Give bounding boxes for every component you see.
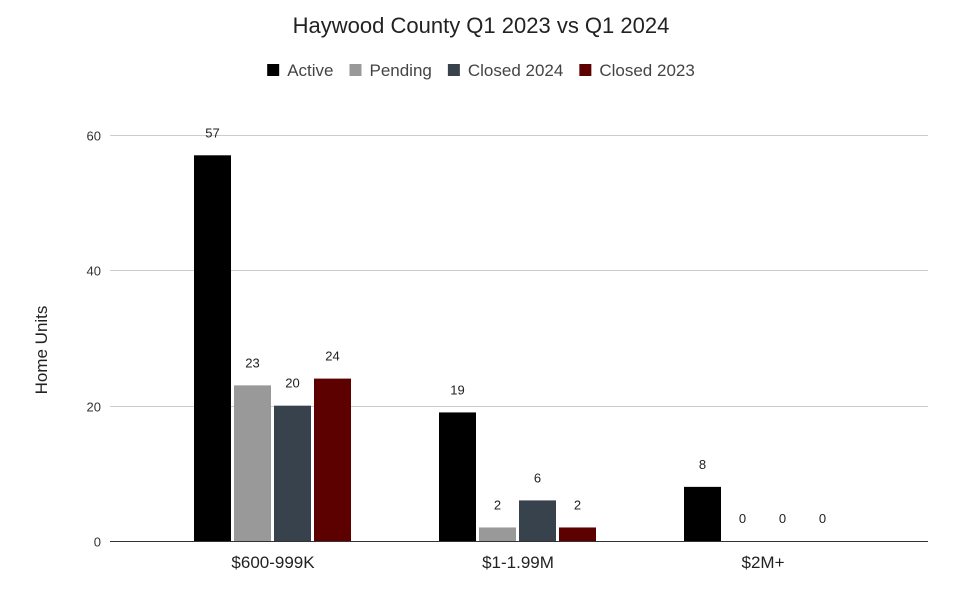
bar-closed-2024-1-1-99m [519, 500, 556, 541]
legend-item-closed-2023: Closed 2023 [579, 61, 695, 80]
legend: Active Pending Closed 2024 Closed 2023 [267, 61, 695, 80]
bar-closed-2024-600-999k [274, 405, 311, 541]
bar-pending-600-999k [234, 385, 271, 541]
x-category-label: $600-999K [231, 553, 315, 572]
x-category-label: $1-1.99M [482, 553, 554, 572]
data-label: 6 [534, 470, 541, 485]
data-labels: 57 23 20 24 19 2 6 2 8 0 0 0 [205, 125, 826, 526]
bar-pending-1-1-99m [479, 527, 516, 541]
data-label: 0 [819, 511, 826, 526]
bars [194, 155, 721, 542]
data-label: 8 [699, 457, 706, 472]
data-label: 19 [450, 382, 464, 397]
data-label: 0 [779, 511, 786, 526]
data-label: 2 [494, 497, 501, 512]
chart-title: Haywood County Q1 2023 vs Q1 2024 [293, 13, 670, 38]
data-label: 20 [285, 376, 299, 391]
y-axis-ticks: 0 20 40 60 [87, 129, 101, 550]
y-tick-label: 20 [87, 400, 101, 415]
legend-item-active: Active [267, 61, 333, 80]
legend-label: Closed 2024 [468, 61, 563, 80]
data-label: 2 [574, 497, 581, 512]
legend-label: Pending [369, 61, 431, 80]
legend-swatch [349, 64, 362, 76]
legend-swatch [579, 64, 592, 76]
y-axis-label: Home Units [32, 306, 51, 395]
y-tick-label: 0 [94, 535, 101, 550]
bar-active-600-999k [194, 155, 231, 542]
legend-label: Closed 2023 [599, 61, 694, 80]
legend-label: Active [287, 61, 333, 80]
x-category-label: $2M+ [742, 553, 785, 572]
bar-closed-2023-600-999k [314, 378, 351, 541]
bar-closed-2023-1-1-99m [559, 527, 596, 541]
bar-active-2m [684, 486, 721, 541]
legend-item-closed-2024: Closed 2024 [447, 61, 563, 80]
data-label: 23 [245, 355, 259, 370]
legend-swatch [267, 64, 280, 76]
legend-swatch [447, 64, 460, 76]
data-label: 24 [325, 349, 339, 364]
legend-item-pending: Pending [349, 61, 432, 80]
data-label: 0 [739, 511, 746, 526]
x-axis-categories: $600-999K $1-1.99M $2M+ [231, 553, 784, 572]
data-label: 57 [205, 125, 219, 140]
bar-active-1-1-99m [439, 412, 476, 541]
gridlines [110, 135, 928, 407]
y-tick-label: 40 [87, 264, 101, 279]
y-tick-label: 60 [87, 129, 101, 144]
